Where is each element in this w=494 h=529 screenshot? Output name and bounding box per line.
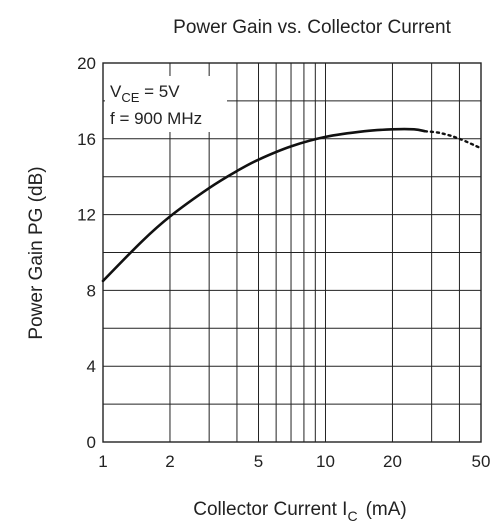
x-tick-label: 50	[472, 452, 491, 471]
y-tick-label: 4	[87, 357, 96, 376]
x-axis-label-unit: (mA)	[366, 499, 407, 520]
y-tick-label: 16	[77, 130, 96, 149]
x-axis-label: Collector Current IC (mA)	[193, 499, 406, 524]
y-tick-label: 8	[87, 281, 96, 300]
plot-frame	[102, 62, 482, 443]
annotation-vce-suffix: = 5V	[139, 82, 180, 101]
y-tick-label: 12	[77, 206, 96, 225]
grid	[103, 63, 481, 442]
legend-box: VCE = 5V f = 900 MHz	[105, 76, 227, 132]
series-line	[101, 127, 427, 283]
annotation-vce: VCE = 5V	[110, 82, 180, 105]
annotation-frequency: f = 900 MHz	[110, 109, 202, 128]
x-tick-label: 5	[254, 452, 263, 471]
x-tick-label: 10	[316, 452, 335, 471]
y-tick-label: 0	[87, 433, 96, 452]
x-axis-label-subscript: C	[347, 508, 357, 524]
x-tick-label: 20	[383, 452, 402, 471]
y-axis-label: Power Gain PG (dB)	[26, 166, 47, 339]
series	[101, 127, 483, 283]
x-tick-labels: 1 2 5 10 20 50	[98, 452, 490, 471]
x-tick-label: 1	[98, 452, 107, 471]
x-axis-label-main: Collector Current I	[193, 499, 347, 520]
y-tick-labels: 0 4 8 12 16 20	[77, 54, 96, 452]
y-tick-label: 20	[77, 54, 96, 73]
annotation-background	[105, 76, 227, 132]
series-line-extrapolated	[423, 130, 483, 150]
chart-title: Power Gain vs. Collector Current	[173, 17, 451, 38]
x-tick-label: 2	[165, 452, 174, 471]
annotation-vce-subscript: CE	[121, 90, 139, 105]
annotation-vce-prefix: V	[110, 82, 122, 101]
